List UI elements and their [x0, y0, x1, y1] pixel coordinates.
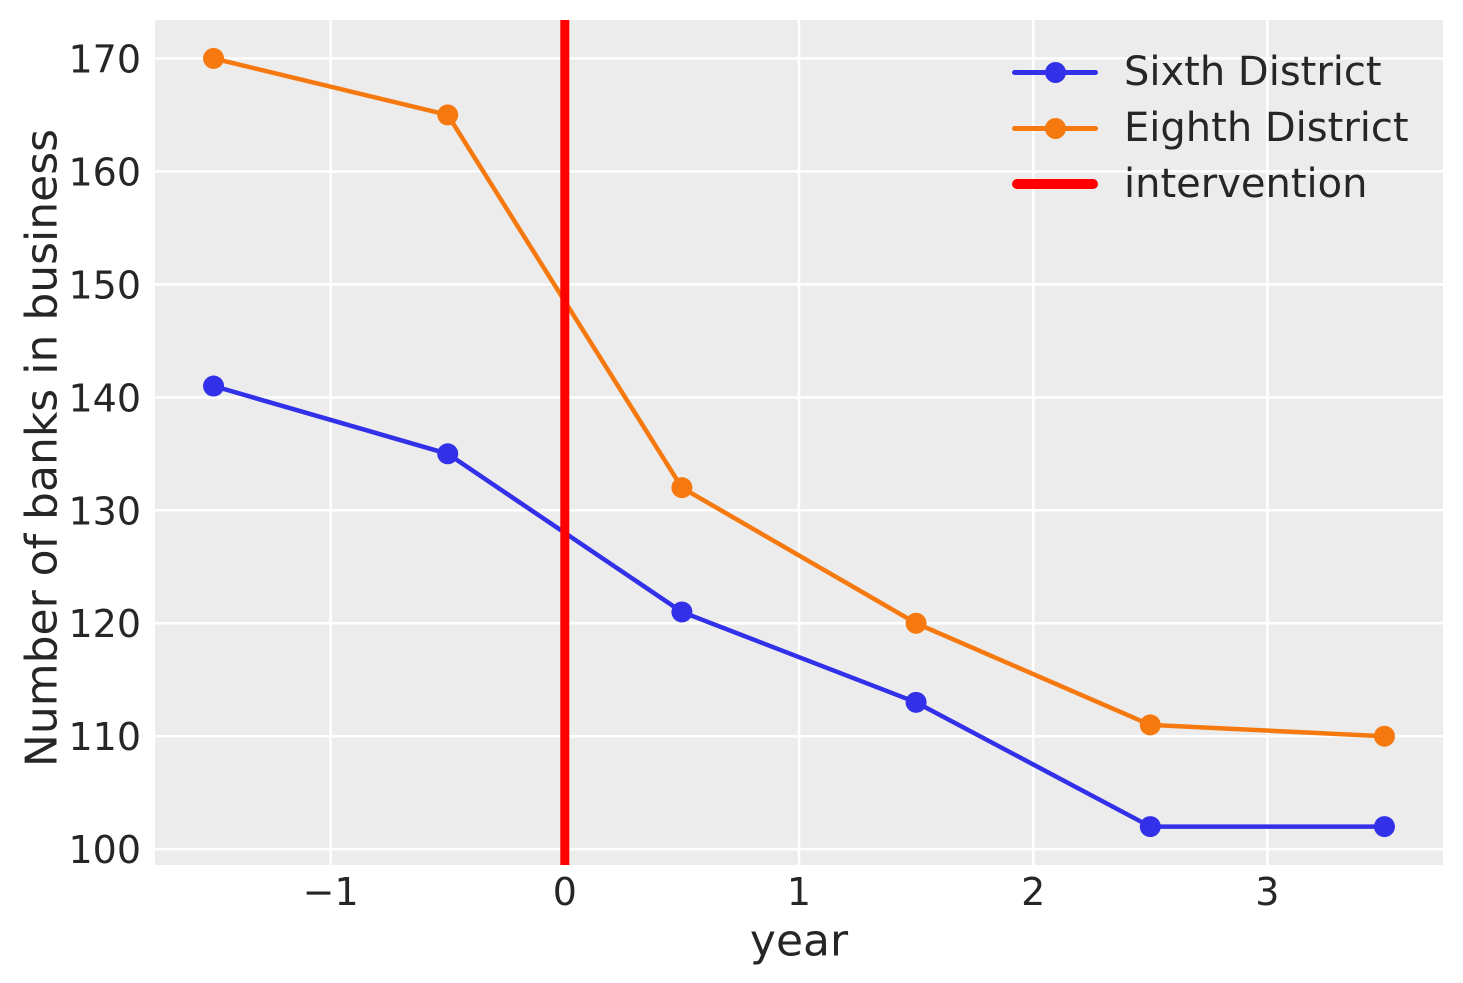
y-tick-label: 100 — [68, 828, 141, 872]
thick-line-swatch-icon — [1012, 170, 1098, 198]
x-tick-label: −1 — [303, 870, 359, 914]
y-tick-labels: 100 110 120 130 140 150 160 170 — [68, 37, 141, 872]
data-point-sixth-district — [1373, 816, 1395, 838]
y-tick-label: 150 — [68, 263, 141, 307]
data-point-sixth-district — [437, 443, 459, 465]
data-point-eighth-district — [671, 477, 693, 499]
legend-item-intervention: intervention — [1012, 156, 1409, 212]
x-tick-label: 1 — [787, 870, 811, 914]
y-tick-label: 140 — [68, 376, 141, 420]
x-tick-label: 0 — [553, 870, 577, 914]
legend-item-sixth-district: Sixth District — [1012, 44, 1409, 100]
x-tick-label: 3 — [1255, 870, 1279, 914]
data-point-sixth-district — [671, 601, 693, 623]
x-tick-label: 2 — [1021, 870, 1045, 914]
data-point-sixth-district — [905, 691, 927, 713]
data-point-eighth-district — [203, 47, 225, 69]
data-point-sixth-district — [1139, 816, 1161, 838]
data-point-eighth-district — [1139, 714, 1161, 736]
y-tick-label: 110 — [68, 715, 141, 759]
data-point-eighth-district — [905, 612, 927, 634]
y-tick-label: 120 — [68, 602, 141, 646]
data-point-sixth-district — [203, 375, 225, 397]
data-point-eighth-district — [1373, 725, 1395, 747]
legend-item-eighth-district: Eighth District — [1012, 100, 1409, 156]
series-sixth-district — [203, 375, 1395, 838]
data-point-eighth-district — [437, 104, 459, 126]
y-tick-label: 130 — [68, 489, 141, 533]
line-marker-swatch-icon — [1012, 114, 1098, 142]
y-tick-label: 160 — [68, 150, 141, 194]
y-axis-label: Number of banks in business — [16, 128, 68, 768]
legend-label: Sixth District — [1124, 49, 1382, 95]
series-eighth-district — [203, 47, 1395, 747]
y-tick-label: 170 — [68, 37, 141, 81]
x-tick-labels: −1 0 1 2 3 — [303, 870, 1280, 914]
legend-label: Eighth District — [1124, 105, 1409, 151]
x-axis-label: year — [749, 915, 849, 967]
legend: Sixth District Eighth District intervent… — [1012, 44, 1409, 212]
legend-label: intervention — [1124, 161, 1368, 207]
line-marker-swatch-icon — [1012, 58, 1098, 86]
